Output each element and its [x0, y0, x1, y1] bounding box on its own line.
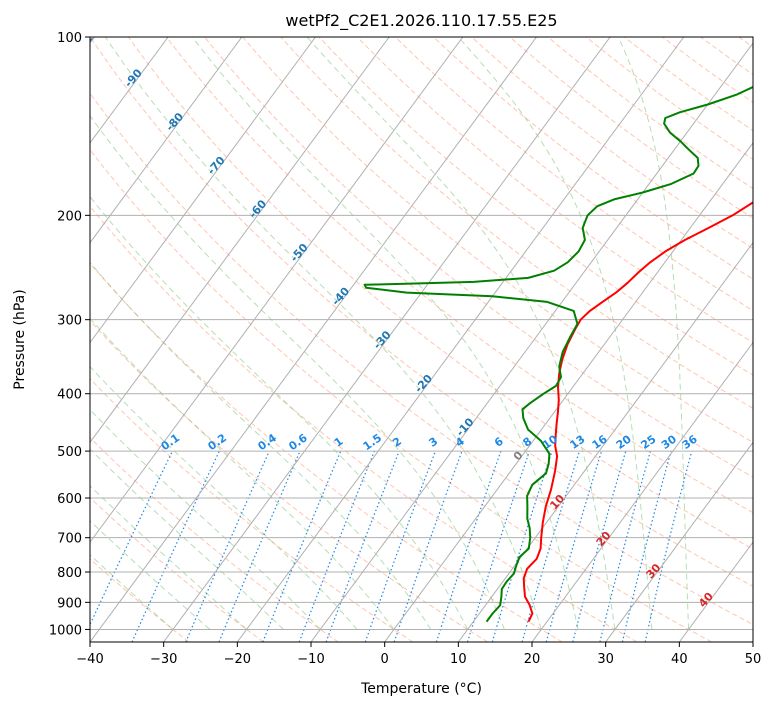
moist-adiabat-line	[90, 485, 247, 630]
isobar-gridlines	[90, 37, 753, 630]
isotherm-line	[90, 37, 169, 144]
moist-adiabat-line	[306, 37, 616, 630]
chart-title: wetPf2_C2E1.2026.110.17.55.E25	[285, 11, 557, 31]
mixing-ratio-line	[466, 450, 530, 642]
dry-adiabat-line	[471, 37, 753, 250]
moist-adiabat-line	[90, 448, 284, 630]
x-tick-label: 40	[671, 652, 688, 667]
isotherm-line	[236, 37, 685, 642]
y-tick-label: 500	[57, 445, 82, 460]
dry-adiabat-line	[90, 148, 712, 642]
moist-adiabat-line	[191, 37, 579, 630]
y-tick-label: 200	[57, 209, 82, 224]
mixing-ratio-line	[364, 450, 436, 642]
mixing-ratio-lines	[90, 450, 693, 642]
y-tick-label: 100	[57, 31, 82, 46]
x-tick-label: 0	[381, 652, 389, 667]
isotherm-line	[90, 37, 537, 642]
moist-adiabat-line	[90, 520, 211, 630]
y-tick-label: 700	[57, 532, 82, 547]
y-tick-label: 300	[57, 314, 82, 329]
x-axis-label: Temperature (°C)	[360, 681, 482, 697]
x-tick-label: 30	[597, 652, 614, 667]
isotherm-line	[531, 341, 753, 642]
dry-adiabat-line	[318, 37, 753, 376]
isotherm-line	[163, 37, 611, 642]
dry-adiabats	[90, 37, 753, 642]
x-tick-label: 10	[450, 652, 467, 667]
y-tick-label: 900	[57, 596, 82, 611]
moist-adiabat-line	[90, 115, 505, 630]
moist-adiabat-line	[617, 37, 690, 630]
mixing-ratio-line	[131, 450, 220, 642]
moist-adiabat-line	[104, 37, 542, 630]
mixing-ratio-line	[621, 450, 672, 642]
dewpoint-line	[363, 85, 753, 623]
plot-frame	[89, 36, 754, 643]
dry-adiabat-line	[90, 92, 753, 626]
dry-adiabat-line	[547, 37, 753, 190]
moist-adiabat-line	[90, 554, 174, 630]
x-tick-label: 20	[524, 652, 541, 667]
dry-adiabat-line	[127, 37, 753, 550]
y-axis-label: Pressure (hPa)	[12, 289, 28, 389]
mixing-ratio-line	[644, 450, 693, 642]
mixing-ratio-line	[393, 450, 463, 642]
isotherm-line	[90, 37, 464, 544]
isotherm-line	[605, 441, 753, 642]
x-tick-label: 50	[745, 652, 762, 667]
isotherm-line	[310, 42, 753, 642]
x-tick-label: −20	[224, 652, 251, 667]
y-tick-label: 400	[57, 388, 82, 403]
x-axis: −40 −30 −20 −10 0 10 20 30 40 50	[76, 642, 761, 667]
dry-adiabat-line	[356, 37, 753, 344]
dry-adiabat-line	[585, 37, 753, 160]
x-tick-label: −40	[76, 652, 103, 667]
dry-adiabat-line	[90, 262, 563, 642]
dry-adiabat-line	[242, 37, 753, 443]
isotherm-line	[90, 37, 316, 344]
isotherm-line	[90, 37, 390, 444]
mixing-ratio-line	[90, 450, 173, 626]
dry-adiabat-line	[166, 37, 753, 514]
y-axis: 100 200 300 400 500 600 700 800 900 1000	[49, 31, 90, 638]
mixing-ratio-line	[599, 450, 652, 642]
dry-adiabat-line	[395, 37, 753, 312]
isotherm-line	[457, 241, 753, 642]
isotherm-line	[90, 37, 243, 244]
moist-adiabat-line	[90, 261, 432, 630]
mixing-ratio-line	[572, 450, 627, 642]
mixing-ratio-line	[218, 450, 301, 642]
moist-adiabat-line	[90, 317, 395, 630]
y-tick-label: 600	[57, 492, 82, 507]
isotherm-gridlines	[90, 37, 753, 642]
profile-lines	[363, 85, 753, 623]
dry-adiabat-line	[90, 496, 264, 642]
moist-adiabat-line	[457, 37, 653, 630]
y-tick-label: 800	[57, 566, 82, 581]
plot-area: 0.10.20.40.611.52346810131620253036-100-…	[90, 37, 753, 642]
mixing-ratio-line	[435, 450, 502, 642]
moist-adiabats	[90, 37, 690, 630]
x-tick-label: −30	[150, 652, 177, 667]
x-tick-label: −10	[297, 652, 324, 667]
dry-adiabat-line	[90, 37, 753, 587]
mixing-ratio-line	[491, 450, 553, 642]
isotherm-line	[384, 142, 753, 642]
y-tick-label: 1000	[49, 623, 82, 638]
dry-adiabat-line	[90, 205, 638, 642]
dry-adiabat-line	[280, 37, 753, 409]
moist-adiabat-line	[90, 409, 321, 630]
